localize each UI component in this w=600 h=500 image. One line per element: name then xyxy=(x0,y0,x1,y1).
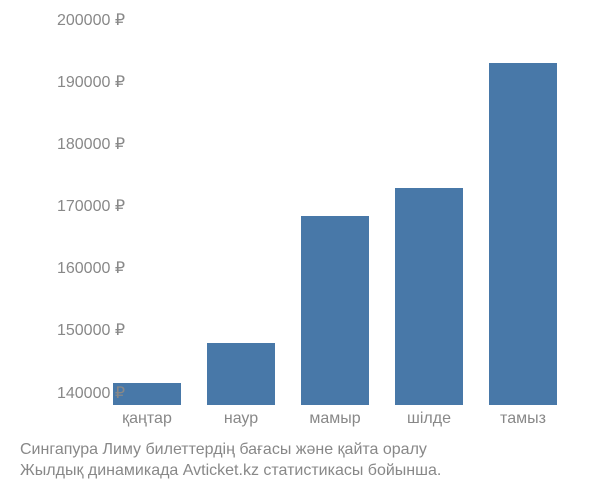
y-tick-label: 170000 ₽ xyxy=(25,196,125,216)
x-tick-label: шілде xyxy=(382,410,476,428)
bar xyxy=(301,216,369,405)
y-tick-label: 190000 ₽ xyxy=(25,72,125,92)
bar xyxy=(395,188,463,405)
y-tick-label: 140000 ₽ xyxy=(25,383,125,403)
bars-group xyxy=(100,20,570,405)
caption-line-2: Жылдық динамикада Avticket.kz статистика… xyxy=(20,460,580,482)
y-tick-label: 200000 ₽ xyxy=(25,10,125,30)
chart-caption: Сингапура Лиму билеттердің бағасы және қ… xyxy=(20,439,580,482)
bar xyxy=(489,63,557,405)
plot-area xyxy=(100,20,570,405)
x-tick-label: қаңтар xyxy=(100,410,194,428)
x-tick-label: мамыр xyxy=(288,410,382,428)
y-tick-label: 180000 ₽ xyxy=(25,134,125,154)
chart-container: 140000 ₽ 150000 ₽ 160000 ₽ 170000 ₽ 180000 ₽… xyxy=(0,0,600,500)
bar xyxy=(207,343,275,405)
y-tick-label: 150000 ₽ xyxy=(25,320,125,340)
caption-line-1: Сингапура Лиму билеттердің бағасы және қ… xyxy=(20,439,580,461)
x-tick-label: тамыз xyxy=(476,410,570,428)
y-tick-label: 160000 ₽ xyxy=(25,258,125,278)
x-tick-label: наур xyxy=(194,410,288,428)
